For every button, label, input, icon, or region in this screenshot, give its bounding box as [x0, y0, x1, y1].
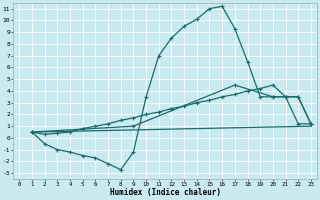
X-axis label: Humidex (Indice chaleur): Humidex (Indice chaleur): [110, 188, 220, 197]
